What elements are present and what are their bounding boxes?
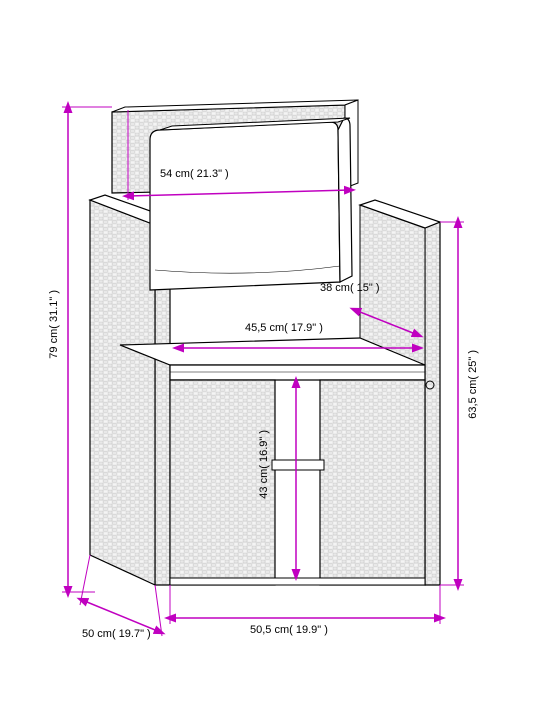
dim-base-depth: 50 cm( 19.7" ) (82, 628, 151, 640)
dim-seat-depth: 38 cm( 15" ) (320, 282, 380, 294)
back-cushion-side (338, 118, 352, 282)
left-panel-side (90, 200, 155, 585)
front-apron-right (320, 380, 425, 585)
stretcher-bar (272, 460, 324, 470)
right-panel-front (425, 222, 440, 585)
dim-total-height: 79 cm( 31.1" ) (48, 290, 60, 359)
dim-back-top-width: 54 cm( 21.3" ) (160, 168, 229, 180)
dim-cushion-height: 43 cm( 16.9" ) (258, 430, 270, 499)
dim-base-width: 50,5 cm( 19.9" ) (250, 624, 328, 636)
seat-cushion-front (170, 365, 425, 380)
back-cushion (150, 122, 340, 290)
dim-seat-height: 63,5 cm( 25" ) (467, 350, 479, 419)
chair-diagram (0, 0, 540, 720)
dim-seat-inner-width: 45,5 cm( 17.9" ) (245, 322, 323, 334)
